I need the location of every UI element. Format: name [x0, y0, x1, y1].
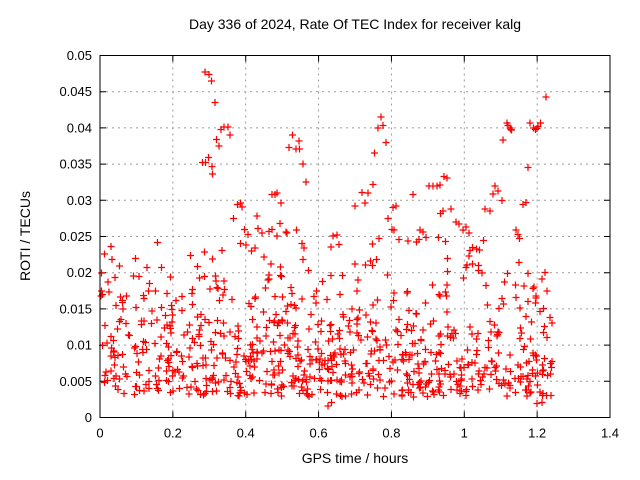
y-tick-label: 0.03	[67, 193, 92, 208]
plot-border	[99, 55, 611, 418]
y-tick-label: 0.035	[59, 157, 92, 172]
roti-data-points	[97, 68, 556, 410]
x-tick-label: 0.2	[164, 426, 182, 441]
x-tick-label: 1	[461, 426, 468, 441]
x-tick-labels: 0 0.2 0.4 0.6 0.8 1 1.2 1.4	[96, 426, 619, 441]
y-tick-label: 0.04	[67, 120, 92, 135]
grid-lines	[100, 55, 610, 418]
x-tick-label: 1.2	[528, 426, 546, 441]
y-tick-label: 0.015	[59, 301, 92, 316]
y-tick-label: 0.005	[59, 374, 92, 389]
chart-title: Day 336 of 2024, Rate Of TEC Index for r…	[188, 16, 522, 32]
y-tick-label: 0.05	[67, 48, 92, 63]
x-tick-label: 0	[96, 426, 103, 441]
y-tick-label: 0.02	[67, 265, 92, 280]
y-tick-labels: 0 0.005 0.01 0.015 0.02 0.025 0.03 0.035 0.04 0.0…	[59, 48, 92, 425]
y-tick-label: 0.025	[59, 229, 92, 244]
x-tick-label: 1.4	[601, 426, 619, 441]
x-tick-label: 0.6	[310, 426, 328, 441]
y-tick-label: 0	[85, 410, 92, 425]
y-tick-label: 0.045	[59, 84, 92, 99]
y-tick-label: 0.01	[67, 338, 92, 353]
x-axis-label: GPS time / hours	[301, 450, 409, 466]
x-tick-label: 0.4	[237, 426, 255, 441]
x-tick-label: 0.8	[382, 426, 400, 441]
y-axis-label: ROTI / TECUs	[17, 191, 33, 281]
scatter-points	[97, 68, 556, 410]
